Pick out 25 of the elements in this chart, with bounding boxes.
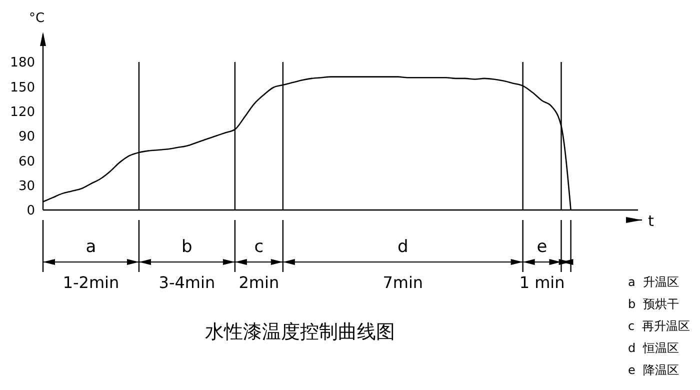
text: a xyxy=(86,237,96,257)
y-tick-label: 150 xyxy=(10,80,35,96)
text: d xyxy=(397,237,408,257)
text: e 降温区 xyxy=(628,363,680,377)
text: e xyxy=(536,237,548,257)
text: 2min xyxy=(238,273,280,292)
y-tick-label: 0 xyxy=(26,204,35,219)
y-tick-label: 120 xyxy=(10,104,35,120)
text: c 再升温区 xyxy=(628,319,690,333)
y-tick-label: 60 xyxy=(18,154,35,170)
text: 水性漆温度控制曲线图 xyxy=(205,321,395,343)
text: c xyxy=(254,237,264,257)
text: d 恒温区 xyxy=(628,341,680,355)
y-tick-label: 90 xyxy=(18,130,35,145)
text: 3-4min xyxy=(158,273,216,292)
text: a 升温区 xyxy=(628,275,679,289)
text: 1 min xyxy=(519,273,565,292)
text: 1-2min xyxy=(62,273,120,292)
y-tick-label: 180 xyxy=(10,56,35,71)
y-axis-title: °C xyxy=(29,11,45,26)
text: b xyxy=(182,237,192,257)
text: 7min xyxy=(382,273,424,292)
text: b 预烘干 xyxy=(628,297,680,311)
y-tick-label: 30 xyxy=(18,178,35,194)
x-axis-title: t xyxy=(648,212,654,230)
